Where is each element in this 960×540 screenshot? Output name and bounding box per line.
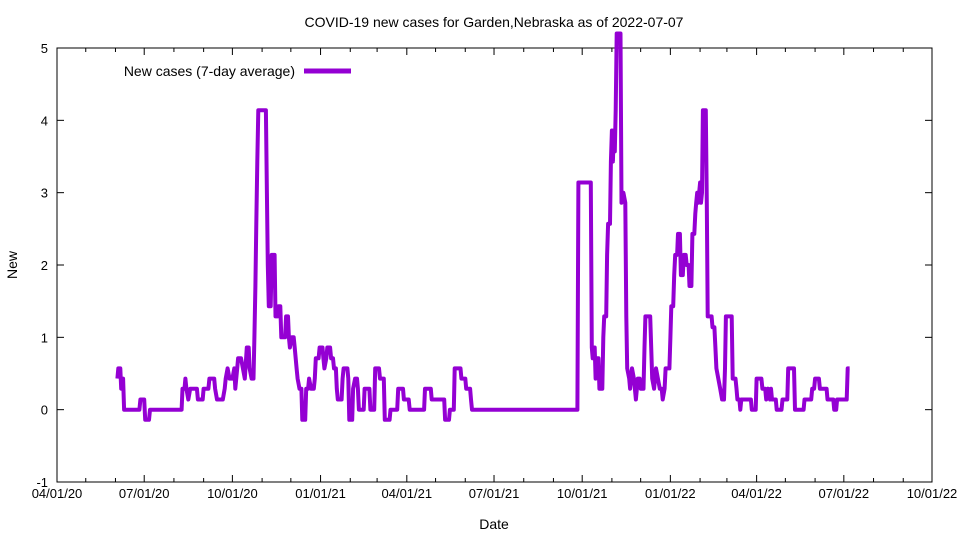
y-tick-label: 0	[41, 403, 48, 418]
x-tick-label: 10/01/22	[907, 486, 958, 501]
y-tick-label: 5	[41, 41, 48, 56]
x-axis-label: Date	[479, 516, 509, 532]
x-tick-label: 04/01/20	[32, 486, 83, 501]
plot-area: 04/01/20 07/01/20 10/01/20 01/01/21 04/01/21…	[32, 31, 958, 501]
x-tick-label: 04/01/21	[382, 486, 433, 501]
x-tick-label: 01/01/22	[645, 486, 696, 501]
y-tick-label: 2	[41, 258, 48, 273]
y-tick-label: -1	[36, 475, 48, 490]
x-tick-label: 07/01/21	[469, 486, 520, 501]
x-tick-label: 01/01/21	[295, 486, 346, 501]
x-tick-label: 04/01/22	[731, 486, 782, 501]
x-tick-label: 10/01/21	[557, 486, 608, 501]
x-tick-label: 10/01/20	[207, 486, 258, 501]
chart-title: COVID-19 new cases for Garden,Nebraska a…	[305, 14, 684, 30]
data-line	[115, 31, 850, 422]
x-tick-label: 07/01/22	[819, 486, 870, 501]
legend-label: New cases (7-day average)	[124, 63, 295, 79]
x-tick-label: 07/01/20	[119, 486, 170, 501]
legend: New cases (7-day average)	[124, 63, 351, 79]
y-tick-label: 1	[41, 330, 48, 345]
y-tick-label: 3	[41, 186, 48, 201]
y-axis-label: New	[4, 250, 20, 279]
y-tick-label: 4	[41, 113, 48, 128]
plot-border	[56, 47, 933, 483]
